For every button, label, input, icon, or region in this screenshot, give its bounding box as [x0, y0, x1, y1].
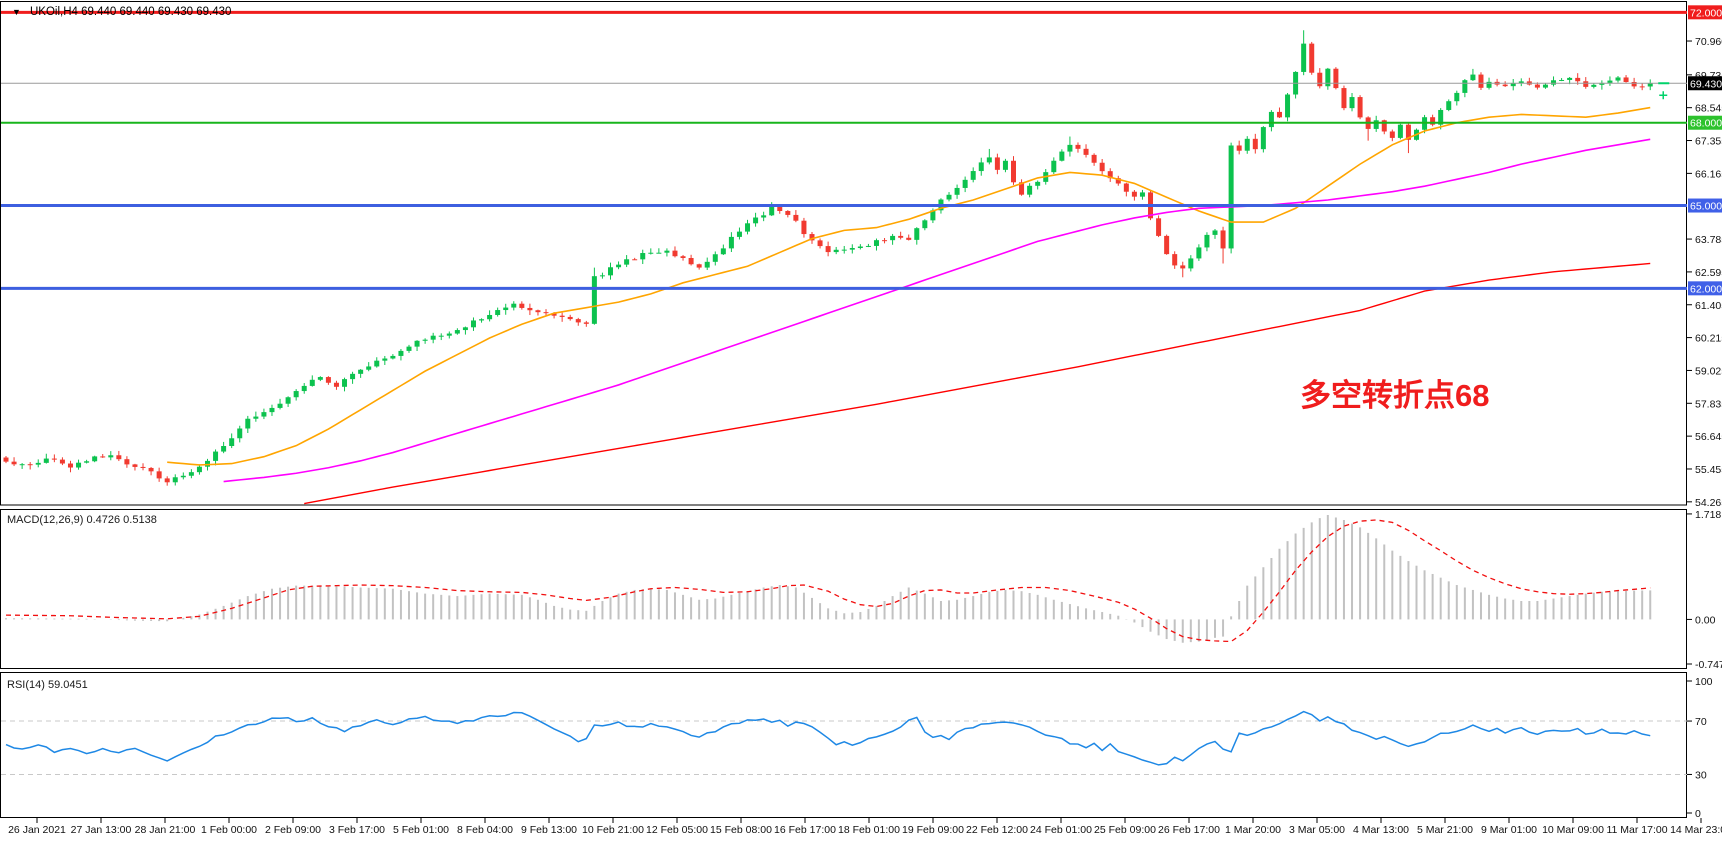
time-tick-label: 1 Feb 00:00 — [201, 824, 257, 836]
time-tick-label: 26 Jan 2021 — [8, 824, 66, 836]
price-tick-label: 56.645 — [1695, 431, 1722, 443]
price-tick-label: 63.785 — [1695, 234, 1722, 246]
macd-panel[interactable] — [0, 509, 1687, 669]
ma-fast-orange — [167, 106, 1651, 466]
rsi-tick-label: 70 — [1695, 716, 1707, 728]
price-badge: 62.000 — [1690, 283, 1722, 295]
price-tick-label: 61.405 — [1695, 300, 1722, 312]
price-tick-label: 54.265 — [1695, 497, 1722, 509]
chart-title: UKOil,H4 69.440 69.440 69.430 69.430 — [30, 6, 231, 18]
price-tick-label: 60.215 — [1695, 333, 1722, 345]
price-tick-label: 70.960 — [1695, 36, 1722, 48]
price-tick-label: 59.025 — [1695, 365, 1722, 377]
time-tick-label: 14 Mar 23:00 — [1670, 824, 1722, 836]
time-tick-label: 4 Mar 13:00 — [1353, 824, 1409, 836]
rsi-tick-label: 30 — [1695, 769, 1707, 781]
macd-tick-label: 0.00 — [1695, 614, 1716, 626]
price-tick-label: 55.455 — [1695, 464, 1722, 476]
time-tick-label: 22 Feb 12:00 — [966, 824, 1028, 836]
price-tick-label: 62.595 — [1695, 267, 1722, 279]
time-tick-label: 8 Feb 04:00 — [457, 824, 513, 836]
time-tick-label: 10 Mar 09:00 — [1542, 824, 1604, 836]
time-tick-label: 11 Mar 17:00 — [1606, 824, 1667, 836]
time-axis: 26 Jan 2021 27 Jan 13:00 28 Jan 21:00 1 Feb… — [8, 818, 1722, 836]
time-tick-label: 18 Feb 01:00 — [838, 824, 900, 836]
rsi-tick-label: 0 — [1695, 808, 1701, 820]
rsi-label: RSI(14) 59.0451 — [7, 679, 88, 691]
time-tick-label: 9 Feb 13:00 — [521, 824, 577, 836]
time-tick-label: 5 Mar 21:00 — [1417, 824, 1473, 836]
time-tick-label: 2 Feb 09:00 — [265, 824, 321, 836]
annotation-text: 多空转折点68 — [1300, 378, 1489, 413]
macd-indicator-layer — [5, 515, 1652, 643]
time-tick-label: 19 Feb 09:00 — [902, 824, 964, 836]
horizontal-level-lines[interactable] — [1, 10, 1687, 290]
ma-slow-red — [304, 262, 1651, 505]
rsi-indicator-layer — [1, 710, 1687, 775]
macd-label: MACD(12,26,9) 0.4726 0.5138 — [7, 514, 157, 526]
price-axis: 70.96069.73568.54567.35566.16563.78562.5… — [1687, 5, 1722, 820]
main-price-panel[interactable] — [0, 1, 1687, 506]
time-tick-label: 3 Feb 17:00 — [329, 824, 385, 836]
time-tick-label: 24 Feb 01:00 — [1030, 824, 1092, 836]
rsi-panel[interactable] — [0, 672, 1687, 818]
time-tick-label: 12 Feb 05:00 — [646, 824, 708, 836]
rsi-tick-label: 100 — [1695, 676, 1713, 688]
macd-tick-label: 1.718 — [1695, 509, 1721, 521]
price-tick-label: 67.355 — [1695, 136, 1722, 148]
time-tick-label: 3 Mar 05:00 — [1289, 824, 1345, 836]
price-badge: 65.000 — [1690, 201, 1722, 213]
symbol-dropdown-icon[interactable]: ▼ — [12, 7, 21, 17]
price-tick-label: 68.545 — [1695, 103, 1722, 115]
time-tick-label: 10 Feb 21:00 — [582, 824, 644, 836]
price-tick-label: 66.165 — [1695, 168, 1722, 180]
time-tick-label: 25 Feb 09:00 — [1094, 824, 1156, 836]
time-tick-label: 5 Feb 01:00 — [393, 824, 449, 836]
price-tick-label: 57.835 — [1695, 398, 1722, 410]
price-badge: 69.430 — [1690, 78, 1722, 90]
time-tick-label: 26 Feb 17:00 — [1158, 824, 1220, 836]
time-tick-label: 9 Mar 01:00 — [1481, 824, 1537, 836]
time-tick-label: 27 Jan 13:00 — [71, 824, 132, 836]
time-tick-label: 15 Feb 08:00 — [710, 824, 772, 836]
time-tick-label: 1 Mar 20:00 — [1225, 824, 1281, 836]
last-bar-markers — [1658, 82, 1670, 100]
time-tick-label: 16 Feb 17:00 — [774, 824, 836, 836]
ma-mid-magenta — [223, 138, 1651, 483]
time-tick-label: 28 Jan 21:00 — [135, 824, 196, 836]
price-badge: 68.000 — [1690, 118, 1722, 130]
moving-averages-layer — [167, 106, 1651, 505]
macd-tick-label: -0.7475 — [1695, 659, 1722, 671]
price-badge: 72.000 — [1690, 7, 1722, 19]
